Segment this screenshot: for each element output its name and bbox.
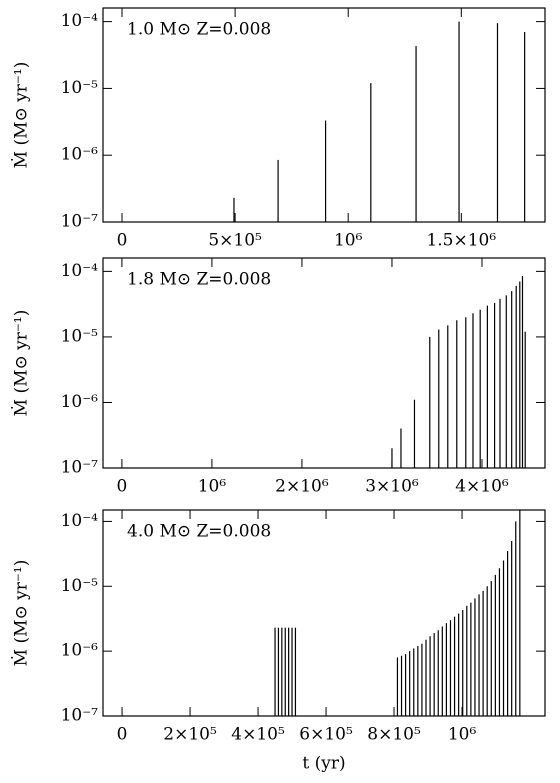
annotation: 4.0 M⊙ Z=0.008 (127, 522, 271, 542)
y-tick-label: 10⁻⁴ (61, 11, 99, 31)
y-axis-label: Ṁ (M⊙ yr⁻¹) (11, 62, 32, 169)
plot-area (233, 21, 526, 222)
x-tick-label: 0 (117, 231, 128, 251)
plot-area (391, 276, 526, 468)
x-tick-label: 8×10⁵ (367, 725, 421, 745)
x-tick-label: 0 (116, 477, 127, 497)
y-tick-label: 10⁻⁵ (61, 576, 99, 596)
annotation: 1.8 M⊙ Z=0.008 (127, 270, 271, 290)
x-axis-label: t (yr) (302, 754, 345, 774)
x-tick-label: 2×10⁵ (163, 725, 217, 745)
y-tick-label: 10⁻⁴ (61, 261, 99, 281)
y-tick-label: 10⁻⁶ (61, 392, 99, 412)
x-tick-label: 6×10⁵ (299, 725, 353, 745)
x-tick-label: 10⁶ (334, 231, 363, 251)
x-tick-label: 10⁶ (198, 477, 227, 497)
x-tick-label: 2×10⁶ (275, 477, 329, 497)
y-tick-label: 10⁻⁵ (61, 78, 99, 98)
y-tick-label: 10⁻⁷ (61, 212, 99, 232)
x-tick-label: 1.5×10⁶ (426, 231, 496, 251)
y-tick-label: 10⁻⁶ (61, 145, 99, 165)
y-tick-label: 10⁻⁷ (61, 458, 99, 478)
y-tick-label: 10⁻⁵ (61, 326, 99, 346)
annotation: 1.0 M⊙ Z=0.008 (127, 20, 271, 40)
plot-area (274, 510, 521, 716)
frame (102, 509, 546, 717)
x-tick-label: 10⁶ (448, 725, 477, 745)
y-tick-label: 10⁻⁴ (61, 511, 99, 531)
x-tick-label: 5×10⁵ (208, 231, 262, 251)
y-axis-label: Ṁ (M⊙ yr⁻¹) (11, 310, 32, 417)
frame (102, 257, 546, 469)
y-tick-label: 10⁻⁷ (61, 706, 99, 726)
x-tick-label: 0 (117, 725, 128, 745)
x-tick-label: 3×10⁶ (365, 477, 419, 497)
y-axis-label: Ṁ (M⊙ yr⁻¹) (11, 560, 32, 667)
frame (102, 7, 546, 223)
y-tick-label: 10⁻⁶ (61, 641, 99, 661)
x-tick-label: 4×10⁶ (455, 477, 509, 497)
x-tick-label: 4×10⁵ (231, 725, 285, 745)
